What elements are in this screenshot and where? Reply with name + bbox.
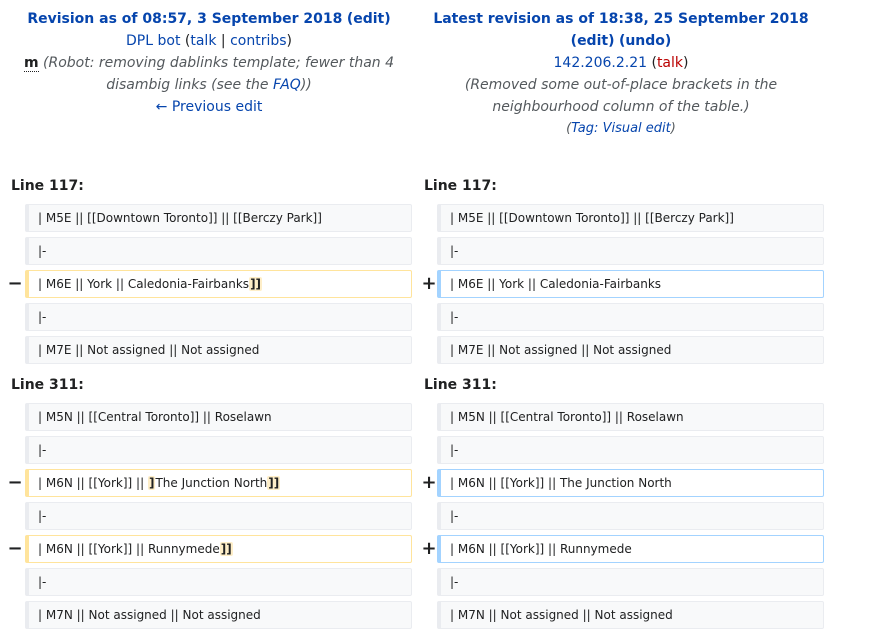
new-revision-header: Latest revision as of 18:38, 25 Septembe…	[412, 8, 830, 140]
new-revision-actions: (edit) (undo)	[570, 33, 672, 49]
plus-marker-icon: +	[421, 538, 437, 559]
old-line-number: Line 311:	[11, 377, 84, 393]
diff-context-line: |-	[437, 436, 824, 464]
deleted-chars: ]]	[249, 277, 263, 291]
faq-link[interactable]: FAQ	[272, 77, 301, 93]
new-summary-line2: neighbourhood column of the table.)	[492, 99, 750, 115]
deleted-text: | M6E || York || Caledonia-Fairbanks	[38, 277, 250, 291]
diff-added-line: | M6N || [[York]] || Runnymede	[437, 535, 824, 563]
old-revision-user: DPL bot (talk | contribs)	[126, 33, 292, 49]
undo-link[interactable]: undo	[625, 33, 665, 49]
deleted-chars: ]]	[267, 476, 281, 490]
new-line-number: Line 311:	[424, 377, 497, 393]
old-user-link[interactable]: DPL bot	[126, 33, 181, 49]
old-contribs-link[interactable]: contribs	[230, 33, 287, 49]
diff-context-line: |-	[437, 502, 824, 530]
plus-marker-icon: +	[421, 472, 437, 493]
diff-deleted-line: | M6E || York || Caledonia-Fairbanks]]	[25, 270, 412, 298]
diff-added-line: | M6N || [[York]] || The Junction North	[437, 469, 824, 497]
diff-context-line: |-	[437, 237, 824, 265]
diff-context-line: | M7N || Not assigned || Not assigned	[437, 601, 824, 629]
diff-context-line: | M5N || [[Central Toronto]] || Roselawn	[437, 403, 824, 431]
tag-label-link[interactable]: Tag:	[571, 121, 599, 136]
new-edit-summary: (Removed some out-of-place brackets in t…	[412, 74, 830, 96]
old-summary-end: ))	[300, 77, 312, 93]
diff-deleted-line: | M6N || [[York]] || ]The Junction North…	[25, 469, 412, 497]
old-talk-link[interactable]: talk	[190, 33, 217, 49]
diff-deleted-line: | M6N || [[York]] || Runnymede]]	[25, 535, 412, 563]
new-edit-link[interactable]: edit	[577, 33, 609, 49]
diff-context-line: | M5N || [[Central Toronto]] || Roselawn	[25, 403, 412, 431]
diff-context-line: | M7E || Not assigned || Not assigned	[437, 336, 824, 364]
deleted-text: The Junction North	[155, 476, 268, 490]
deleted-chars: ]	[147, 476, 156, 490]
new-revision-title: Latest revision as of 18:38, 25 Septembe…	[412, 8, 830, 30]
new-talk-link[interactable]: talk	[656, 55, 684, 71]
diff-context-line: | M5E || [[Downtown Toronto]] || [[Bercz…	[437, 204, 824, 232]
diff-context-line: | M5E || [[Downtown Toronto]] || [[Bercz…	[25, 204, 412, 232]
diff-context-line: | M7E || Not assigned || Not assigned	[25, 336, 412, 364]
old-edit-link[interactable]: edit	[353, 11, 385, 27]
diff-context-line: |-	[25, 568, 412, 596]
deleted-chars: ]]	[219, 542, 233, 556]
ip-contribs-link[interactable]: 142.206.2.21	[553, 55, 648, 71]
old-edit-summary-cont: disambig links (see the FAQ))	[0, 74, 418, 96]
old-summary-line1: (Robot: removing dablinks template; fewe…	[43, 55, 395, 71]
new-summary-line1: (Removed some out-of-place brackets in t…	[464, 77, 778, 93]
diff-context-line: |-	[437, 303, 824, 331]
diff-context-line: |-	[25, 502, 412, 530]
minor-edit-flag: m	[23, 55, 39, 72]
diff-added-line: | M6E || York || Caledonia-Fairbanks	[437, 270, 824, 298]
old-edit-summary: m (Robot: removing dablinks template; fe…	[0, 52, 418, 74]
minus-marker-icon: −	[7, 273, 23, 294]
diff-context-line: |-	[437, 568, 824, 596]
old-revision-title: Revision as of 08:57, 3 September 2018 (…	[27, 11, 391, 27]
previous-edit-link[interactable]: ← Previous edit	[155, 99, 263, 115]
deleted-text: | M6N || [[York]] || Runnymede	[38, 542, 220, 556]
new-revision-link[interactable]: Latest revision as of 18:38, 25 Septembe…	[433, 11, 809, 27]
plus-marker-icon: +	[421, 273, 437, 294]
old-revision-header: Revision as of 08:57, 3 September 2018 (…	[0, 8, 418, 118]
old-line-number: Line 117:	[11, 178, 84, 194]
new-edit-summary-cont: neighbourhood column of the table.)	[412, 96, 830, 118]
old-revision-link[interactable]: Revision as of 08:57, 3 September 2018	[27, 11, 343, 27]
deleted-text: | M6N || [[York]] ||	[38, 476, 148, 490]
tag-visual-edit-link[interactable]: Visual edit	[602, 121, 671, 136]
diff-context-line: |-	[25, 436, 412, 464]
diff-context-line: | M7N || Not assigned || Not assigned	[25, 601, 412, 629]
minus-marker-icon: −	[7, 538, 23, 559]
new-line-number: Line 117:	[424, 178, 497, 194]
minus-marker-icon: −	[7, 472, 23, 493]
diff-context-line: |-	[25, 237, 412, 265]
new-revision-user: 142.206.2.21 (talk)	[553, 55, 689, 71]
diff-context-line: |-	[25, 303, 412, 331]
old-summary-line2: disambig links (see the	[106, 77, 269, 93]
edit-tags: (Tag: Visual edit)	[566, 121, 676, 136]
